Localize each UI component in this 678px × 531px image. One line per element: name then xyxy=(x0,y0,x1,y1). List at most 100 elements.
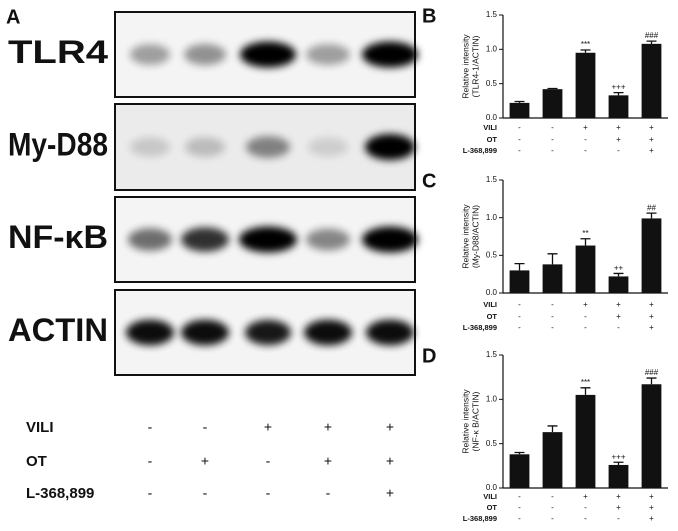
treatment-sign: - xyxy=(518,503,521,512)
bar xyxy=(575,394,596,488)
bar xyxy=(575,52,596,119)
treatment-sign: - xyxy=(551,312,554,321)
treatment-sign: + xyxy=(583,300,588,309)
significance: ### xyxy=(645,31,659,40)
y-tick-label: 1.5 xyxy=(486,10,498,19)
significance: ### xyxy=(645,368,659,377)
panel-letter: A xyxy=(6,6,20,28)
bar xyxy=(509,454,530,488)
treatment-label: OT xyxy=(487,503,498,512)
blot-band xyxy=(130,137,170,157)
treatment-sign: - xyxy=(584,514,587,523)
panel-letter: B xyxy=(422,5,436,27)
treatment-sign: + xyxy=(649,135,654,144)
blot-band xyxy=(362,41,418,68)
treatment-sign: - xyxy=(551,503,554,512)
treatment-sign: - xyxy=(551,146,554,155)
significance: ## xyxy=(647,203,656,212)
error-bar xyxy=(514,451,525,455)
bar xyxy=(608,276,629,293)
blot-band xyxy=(126,319,174,346)
treatment-sign: + xyxy=(201,453,209,469)
error-bar xyxy=(580,238,591,246)
treatment-sign: + xyxy=(616,312,621,321)
significance: *** xyxy=(581,40,590,49)
y-axis-label: Relative intensity xyxy=(460,389,470,454)
treatment-sign: + xyxy=(386,453,394,469)
y-tick-label: 0.5 xyxy=(486,439,498,448)
treatment-sign: - xyxy=(551,323,554,332)
treatment-sign: + xyxy=(649,492,654,501)
treatment-sign: - xyxy=(518,312,521,321)
blot-band xyxy=(181,319,229,346)
treatment-label: VILI xyxy=(483,300,497,309)
treatment-sign: + xyxy=(386,419,394,435)
treatment-sign: - xyxy=(518,514,521,523)
error-bar xyxy=(547,425,558,433)
y-tick-label: 0.5 xyxy=(486,250,498,259)
error-bar xyxy=(646,40,657,44)
significance: ** xyxy=(582,229,588,238)
treatment-sign: + xyxy=(649,323,654,332)
treatment-sign: + xyxy=(616,300,621,309)
treatment-sign: - xyxy=(518,323,521,332)
treatment-label: VILI xyxy=(26,419,54,436)
treatment-sign: + xyxy=(264,419,272,435)
treatment-sign: + xyxy=(616,135,621,144)
error-bar xyxy=(613,91,624,96)
treatment-sign: + xyxy=(649,312,654,321)
error-bar xyxy=(613,272,624,277)
treatment-sign: + xyxy=(616,492,621,501)
treatment-sign: - xyxy=(148,453,153,469)
bar xyxy=(509,102,530,118)
error-bar xyxy=(646,212,657,219)
blot-band xyxy=(245,319,291,346)
treatment-sign: - xyxy=(266,485,271,501)
blot-band xyxy=(365,134,415,160)
bar xyxy=(509,270,530,293)
treatment-label: L-368,899 xyxy=(463,514,497,523)
panel-letter: C xyxy=(422,170,436,192)
treatment-sign: + xyxy=(386,485,394,501)
y-axis-label: (NF-κ B/ACTIN) xyxy=(470,391,480,451)
treatment-label: OT xyxy=(487,312,498,321)
blot-band xyxy=(246,136,290,158)
blot-band xyxy=(362,226,418,253)
treatment-sign: + xyxy=(583,123,588,132)
treatment-label: OT xyxy=(26,453,47,470)
blot-band xyxy=(184,43,226,66)
y-tick-label: 0.0 xyxy=(486,113,498,122)
treatment-sign: - xyxy=(584,503,587,512)
blot-band xyxy=(240,41,296,68)
bar xyxy=(641,218,662,293)
y-tick-label: 1.0 xyxy=(486,394,498,403)
y-tick-label: 0.5 xyxy=(486,79,498,88)
y-axis-label: (My-D88/ACTIN) xyxy=(470,205,480,268)
bar xyxy=(608,464,629,488)
treatment-sign: + xyxy=(583,492,588,501)
significance: *** xyxy=(581,378,590,387)
bar xyxy=(608,95,629,118)
treatment-sign: - xyxy=(203,419,208,435)
treatment-sign: - xyxy=(551,135,554,144)
treatment-sign: - xyxy=(518,146,521,155)
blot-band xyxy=(181,227,229,252)
treatment-sign: + xyxy=(324,453,332,469)
y-tick-label: 1.0 xyxy=(486,44,498,53)
error-bar xyxy=(514,262,525,271)
treatment-label: OT xyxy=(487,135,498,144)
treatment-sign: + xyxy=(649,146,654,155)
error-bar xyxy=(514,100,525,103)
bar xyxy=(542,264,563,293)
y-axis-label: Relative intensity xyxy=(460,34,470,99)
y-tick-label: 0.0 xyxy=(486,288,498,297)
blot-band xyxy=(128,228,172,251)
treatment-sign: + xyxy=(616,503,621,512)
blot-row-label: NF-κB xyxy=(8,219,108,255)
treatment-sign: - xyxy=(148,485,153,501)
blot-band xyxy=(130,44,170,65)
treatment-sign: + xyxy=(649,514,654,523)
treatment-sign: - xyxy=(584,135,587,144)
significance: +++ xyxy=(611,83,625,92)
